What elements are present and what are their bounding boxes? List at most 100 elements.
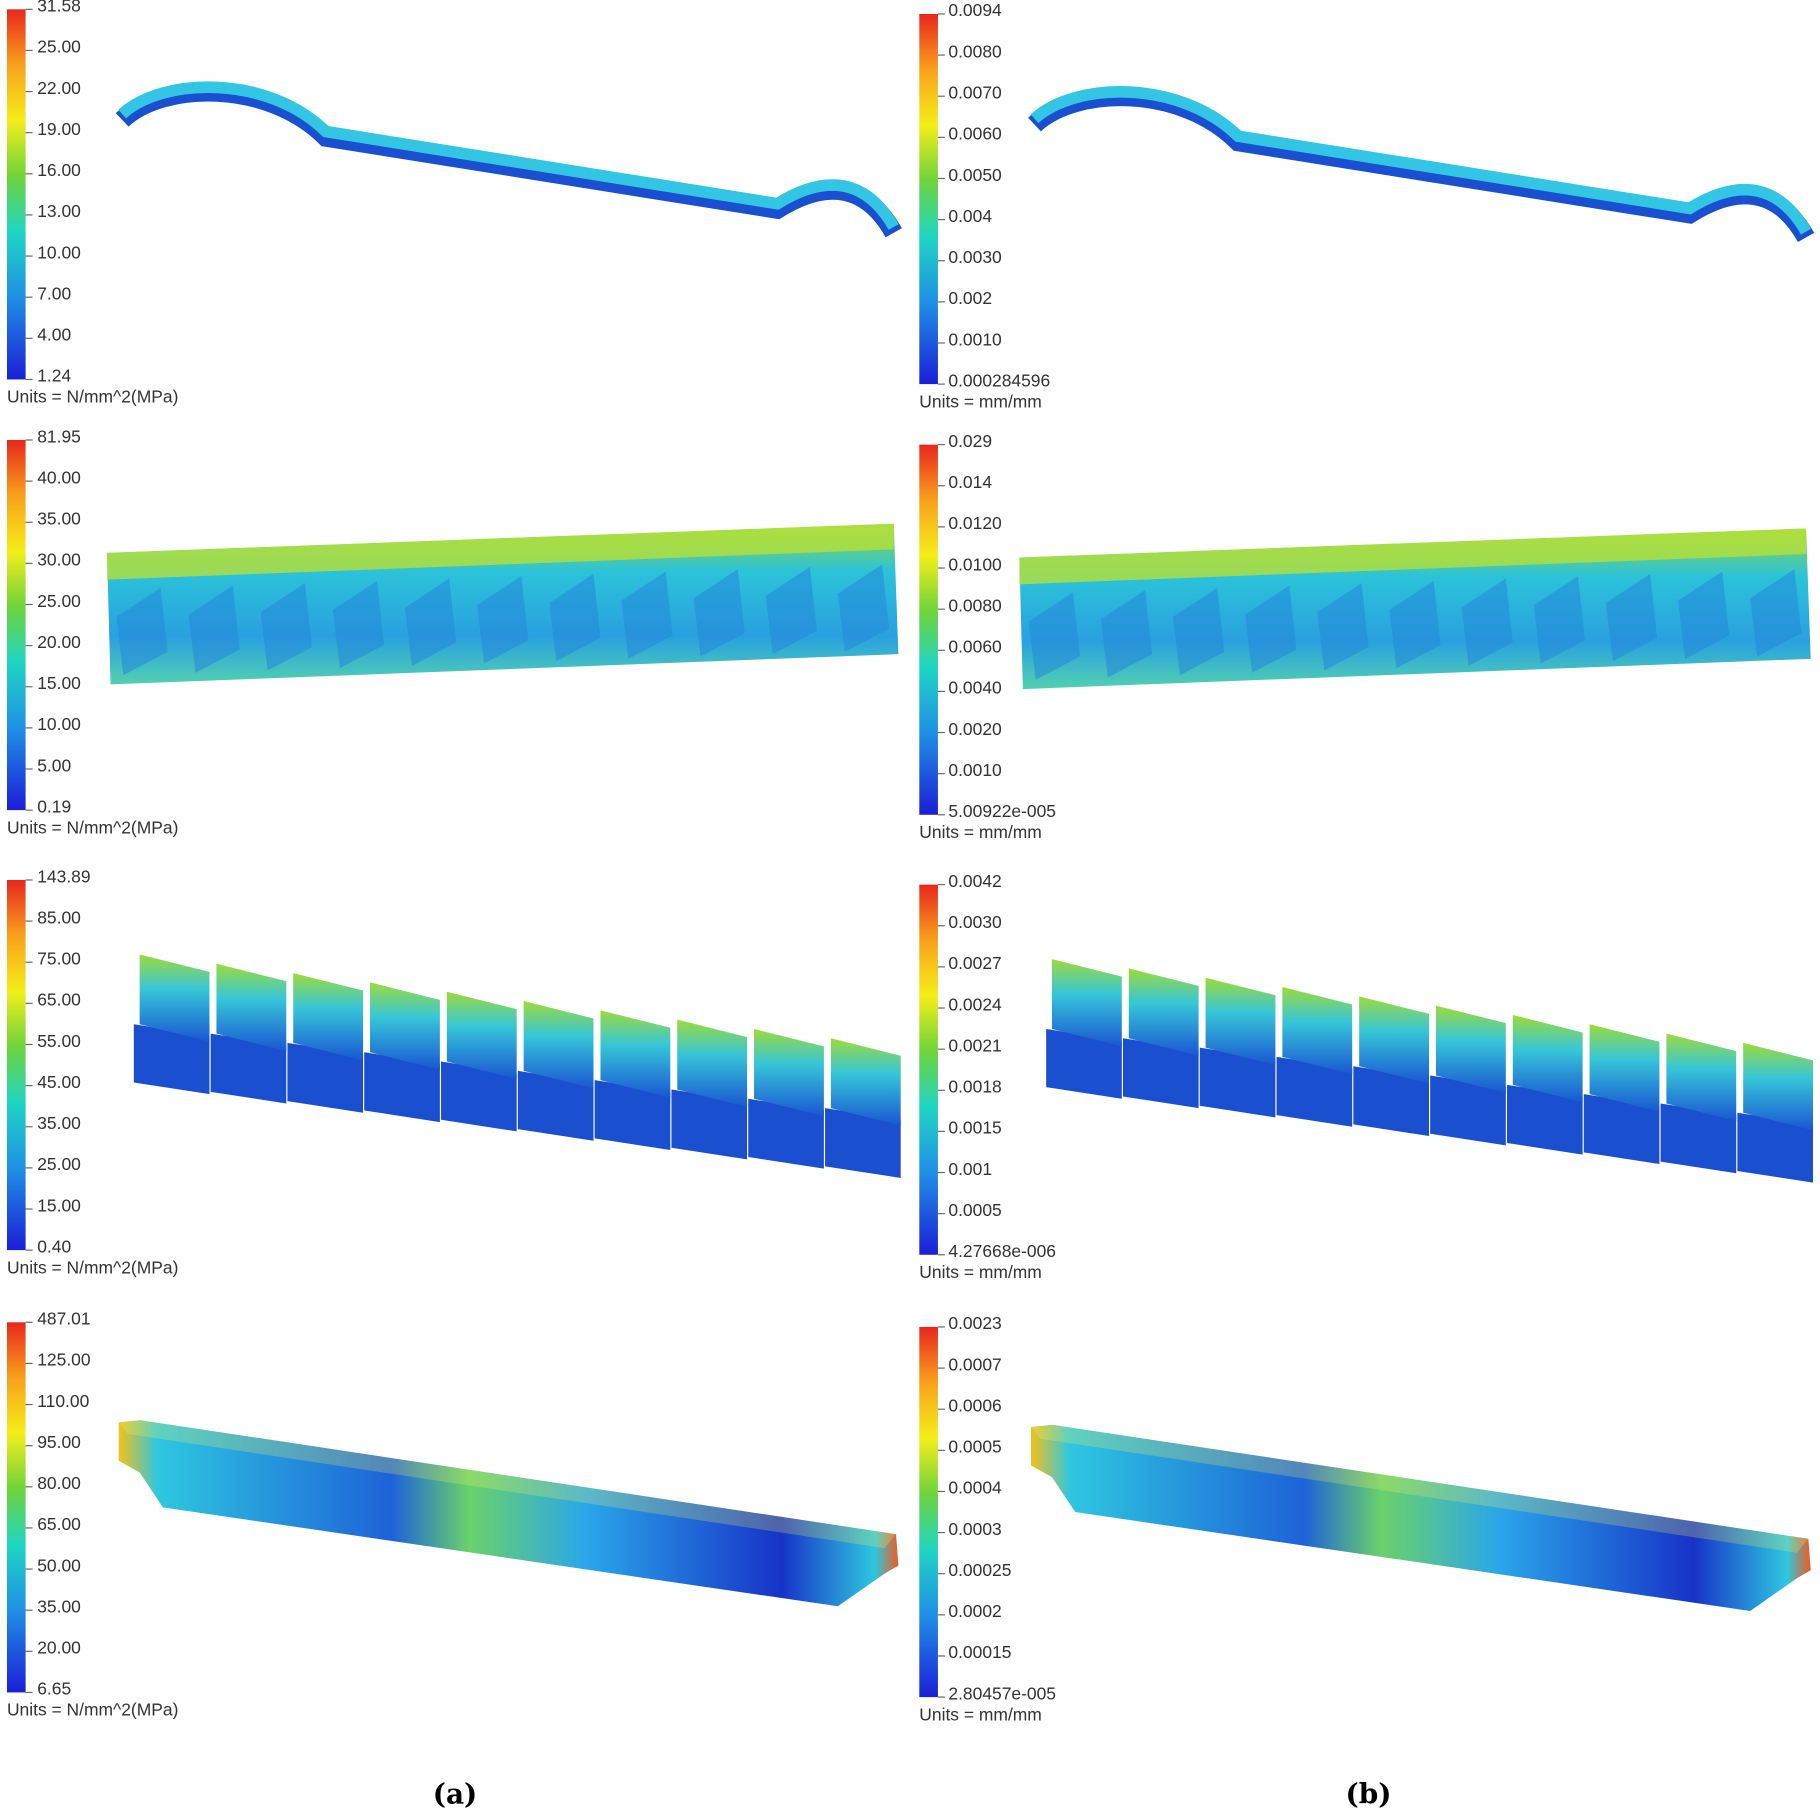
scale-label: 4.00 <box>37 325 71 345</box>
scale-label: 65.00 <box>37 990 81 1010</box>
fibre <box>1461 578 1513 666</box>
scale-label: 5.00 <box>37 755 71 775</box>
caption: (a) <box>433 1778 478 1810</box>
scale-label: 19.00 <box>37 119 81 139</box>
lower-block <box>1199 1047 1276 1118</box>
fibre <box>1750 569 1802 657</box>
scale-label: 110.00 <box>37 1391 89 1411</box>
scale-label: 0.0094 <box>948 0 1002 20</box>
scale-label: 55.00 <box>37 1031 81 1051</box>
color-bar <box>919 444 938 815</box>
scale-label: 10.00 <box>37 242 81 262</box>
lower-block <box>1122 1038 1199 1109</box>
fibre <box>1533 576 1585 664</box>
scale-label: 15.00 <box>37 673 81 693</box>
fibre <box>693 569 745 657</box>
upper-block <box>370 982 440 1070</box>
scale-label: 30.00 <box>37 550 81 570</box>
spring-surface <box>1030 86 1812 235</box>
fea-model <box>1019 528 1811 690</box>
fibre <box>1678 571 1730 659</box>
panel: 81.95 40.00 35.00 30.00 25.00 20.00 15.00 10.00… <box>6 426 899 837</box>
scale-label: 0.0080 <box>948 41 1002 61</box>
upper-block <box>754 1028 824 1117</box>
panel: 143.89 85.00 75.00 65.00 55.00 45.00 35.00 25.0… <box>6 866 901 1277</box>
upper-block <box>1205 977 1276 1066</box>
panel: 0.029 0.014 0.0120 0.0100 0.0080 0.0060 0.0040… <box>919 431 1811 842</box>
fibre <box>1605 573 1658 662</box>
upper-block <box>1282 987 1353 1075</box>
scale-label: 85.00 <box>37 907 81 927</box>
beam-top <box>1031 1424 1809 1553</box>
beam <box>1031 1424 1811 1611</box>
upper-block <box>1359 996 1430 1084</box>
color-bar <box>6 1322 26 1693</box>
scale-label: 0.0006 <box>948 1395 1001 1415</box>
upper-block <box>1743 1042 1814 1131</box>
scale-label: 0.00025 <box>948 1560 1011 1580</box>
upper-block <box>1589 1024 1660 1112</box>
fibre <box>1100 590 1153 678</box>
units-label: Units = mm/mm <box>919 1704 1042 1724</box>
scale-label: 487.01 <box>37 1309 90 1329</box>
scale-label: 0.0040 <box>948 678 1002 698</box>
scale-label: 0.40 <box>37 1236 71 1256</box>
color-bar <box>919 13 938 385</box>
upper-block <box>677 1019 748 1107</box>
scale-label: 0.0120 <box>948 513 1002 533</box>
fibre <box>1245 585 1297 673</box>
scale-label: 0.00015 <box>948 1642 1011 1662</box>
fea-model <box>107 523 899 685</box>
lower-block <box>1506 1084 1583 1155</box>
upper-block <box>1051 959 1122 1047</box>
fea-model <box>133 954 901 1178</box>
scale-label: 0.0070 <box>948 83 1002 103</box>
fibre <box>1389 580 1441 669</box>
scale-label: 0.19 <box>37 796 71 816</box>
fibre <box>765 566 817 655</box>
scale-label: 0.0042 <box>948 871 1001 891</box>
scale-label: 50.00 <box>37 1555 81 1575</box>
scale-label: 13.00 <box>37 201 81 221</box>
scale-label: 0.0015 <box>948 1118 1001 1138</box>
upper-block <box>293 973 364 1061</box>
scale-label: 0.0021 <box>948 1035 1001 1055</box>
scale-label: 0.0024 <box>948 994 1002 1014</box>
scale-label: 0.029 <box>948 431 992 451</box>
fibre <box>260 583 312 671</box>
fibre <box>549 573 601 662</box>
scale-label: 0.0010 <box>948 329 1002 349</box>
panel: 31.58 25.00 22.00 19.00 16.00 13.00 10.00 7.00 4… <box>6 0 902 407</box>
scale-label: 31.58 <box>37 0 81 16</box>
upper-block <box>600 1010 671 1098</box>
spring-surface <box>118 81 899 230</box>
fibre <box>116 587 168 676</box>
lower-block <box>748 1098 824 1169</box>
lower-block <box>1430 1075 1506 1146</box>
scale-label: 45.00 <box>37 1072 81 1092</box>
fea-model <box>118 1420 899 1607</box>
lower-block <box>1660 1103 1737 1174</box>
upper-block <box>216 963 287 1052</box>
upper-block <box>1435 1005 1506 1093</box>
color-bar <box>6 9 26 380</box>
fea-model <box>115 81 902 238</box>
scale-label: 0.0003 <box>948 1519 1001 1539</box>
scale-label: 0.0030 <box>948 912 1002 932</box>
lower-block <box>133 1024 210 1095</box>
scale-label: 15.00 <box>37 1195 81 1215</box>
color-bar <box>919 884 938 1255</box>
scale-label: 0.0010 <box>948 760 1002 780</box>
scale-label: 4.27668e-006 <box>948 1241 1056 1261</box>
scale-label: 0.0050 <box>948 165 1002 185</box>
lower-block <box>594 1080 671 1151</box>
units-label: Units = mm/mm <box>919 391 1042 411</box>
scale-label: 35.00 <box>37 1113 81 1133</box>
color-bar <box>6 439 26 811</box>
scale-label: 0.002 <box>948 288 992 308</box>
panel: 0.0094 0.0080 0.0070 0.0060 0.0050 0.004 0.003… <box>919 0 1815 411</box>
lower-block <box>1737 1112 1814 1183</box>
scale-label: 10.00 <box>37 714 81 734</box>
upper-block <box>139 954 210 1042</box>
scale-label: 65.00 <box>37 1514 81 1534</box>
